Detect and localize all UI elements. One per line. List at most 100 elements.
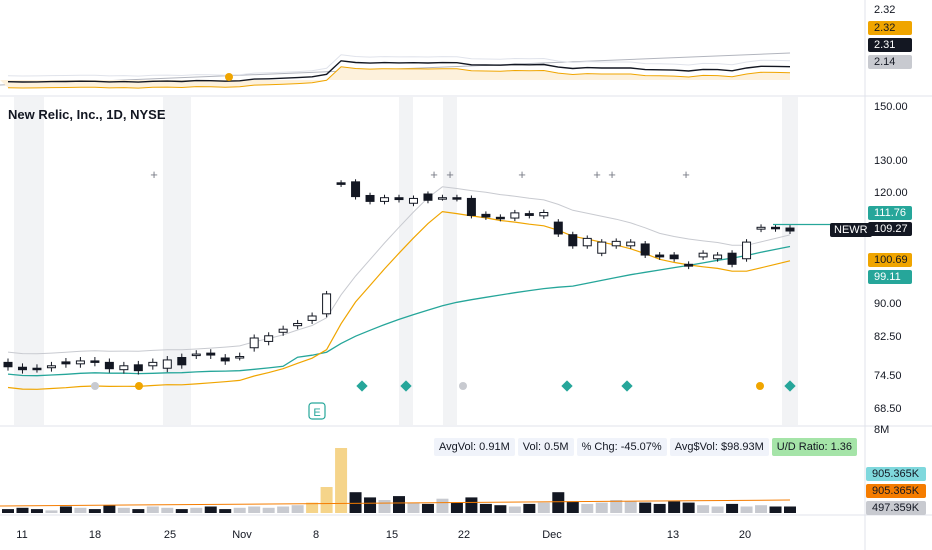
candle [466, 197, 476, 216]
candle [597, 241, 607, 254]
volume-bar [479, 503, 492, 513]
volume-bar [248, 506, 261, 513]
vol-stat: Vol: 0.5M [517, 438, 574, 456]
volume-bar [161, 507, 174, 513]
candle [293, 322, 303, 327]
rs-badge: 2.31 [868, 38, 912, 52]
volume-bar [219, 509, 232, 513]
candle [539, 212, 549, 217]
volume-bar [465, 497, 478, 513]
candle [437, 197, 447, 200]
candle [380, 197, 390, 202]
volume-bar [306, 502, 319, 513]
candle [220, 357, 230, 362]
candle [264, 335, 274, 342]
volume-bar [175, 509, 188, 513]
price-tick-label: 68.50 [874, 403, 902, 415]
candle [481, 213, 491, 218]
candle [32, 367, 42, 371]
volume-bar [204, 506, 217, 513]
price-tick-label: 82.50 [874, 331, 902, 343]
volume-bar [74, 507, 87, 513]
chart-title: New Relic, Inc., 1D, NYSE [8, 107, 166, 122]
volume-tick-label: 8M [874, 424, 890, 436]
candle [307, 315, 317, 321]
diamond-marker [561, 380, 573, 392]
volume-bar [2, 509, 14, 513]
stats-bar: AvgVol: 0.91M Vol: 0.5M % Chg: -45.07% A… [434, 438, 857, 456]
x-tick-label: Nov [232, 529, 252, 541]
candle [655, 254, 665, 258]
volume-bar [784, 506, 796, 513]
candle [568, 234, 578, 247]
volume-bar [393, 496, 405, 513]
candle [713, 254, 723, 260]
dot-marker [135, 382, 143, 390]
candle [756, 226, 766, 230]
dot-marker [91, 382, 99, 390]
candle [322, 293, 332, 315]
price-badge: 100.69 [868, 253, 912, 267]
candle [3, 361, 13, 368]
x-tick-label: 22 [457, 529, 471, 541]
x-tick-label: 8 [312, 529, 320, 541]
volume-bar [436, 498, 449, 513]
volume-bar [581, 503, 594, 513]
x-tick-label: 20 [738, 529, 752, 541]
volume-bar [291, 505, 304, 513]
diamond-marker [356, 380, 368, 392]
volume-bar [508, 506, 521, 513]
rs-badge: 2.14 [868, 55, 912, 69]
volume-bar [537, 502, 550, 513]
volume-bar [566, 501, 579, 513]
volume-bar [769, 506, 782, 513]
plus-marker: + [518, 167, 526, 182]
volume-bar [653, 503, 666, 513]
volume-bar [523, 503, 536, 513]
price-badge: 111.76 [868, 206, 912, 220]
candle [771, 226, 781, 230]
price-tick-label: 120.00 [874, 187, 908, 199]
candle [553, 221, 563, 235]
price-tick-label: 150.00 [874, 101, 908, 113]
candle [669, 254, 679, 260]
volume-bar [450, 502, 463, 513]
candle [640, 243, 650, 256]
candle [408, 197, 418, 204]
candle [61, 361, 71, 365]
candle [727, 252, 737, 265]
rs-dot-marker [225, 73, 233, 81]
plus-marker: + [150, 167, 158, 182]
symbol-tag: NEWR [830, 223, 872, 237]
volume-bar [668, 501, 681, 513]
earnings-icon [308, 402, 326, 420]
candle [191, 353, 201, 357]
candle [365, 194, 375, 202]
rs-tick-label: 2.32 [874, 4, 896, 16]
volume-bar [697, 505, 710, 513]
candle [206, 352, 216, 356]
volume-bar [610, 500, 623, 513]
plus-marker: + [593, 167, 601, 182]
dot-marker [756, 382, 764, 390]
candle [235, 356, 245, 359]
candle [785, 227, 795, 232]
diamond-marker [621, 380, 633, 392]
volume-bar [146, 506, 159, 513]
x-tick-label: 25 [163, 529, 177, 541]
x-tick-label: 11 [16, 529, 28, 541]
volume-bar [103, 505, 116, 513]
rs-line [7, 60, 791, 83]
volume-bar [59, 506, 72, 513]
rs-light-line [7, 54, 791, 77]
candle [90, 360, 100, 363]
plus-marker: + [446, 167, 454, 182]
rs-ma-line [7, 66, 791, 89]
candle [452, 197, 462, 200]
candle [249, 337, 259, 349]
volume-bar [117, 507, 130, 513]
plus-marker: + [430, 167, 438, 182]
candle [177, 357, 187, 366]
volume-bar [262, 507, 275, 513]
